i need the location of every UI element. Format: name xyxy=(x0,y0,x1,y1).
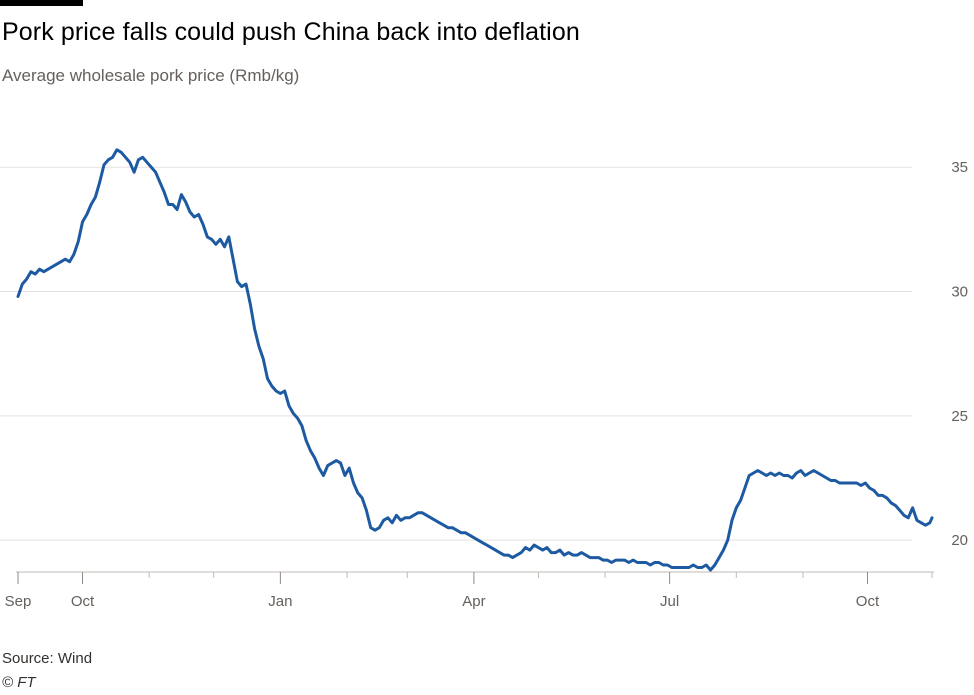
line-chart: 20 25 30 35 Sep Oct Jan Apr Jul Oct xyxy=(0,148,968,610)
x-tick-label: Jan xyxy=(268,593,292,610)
copyright-note: © FT xyxy=(2,674,36,691)
x-tick-label: Oct xyxy=(856,593,880,610)
y-tick-label: 20 xyxy=(951,532,968,549)
y-tick-label: 30 xyxy=(951,284,968,301)
chart-subtitle: Average wholesale pork price (Rmb/kg) xyxy=(2,66,300,85)
x-tick-label: Sep xyxy=(5,593,32,610)
brand-bar xyxy=(0,0,83,6)
y-tick-label: 25 xyxy=(951,408,968,425)
series-line-0 xyxy=(16,148,934,572)
source-note: Source: Wind xyxy=(2,650,93,667)
y-tick-label: 35 xyxy=(951,159,968,176)
x-tick-label: Apr xyxy=(462,593,485,610)
x-tick-label: Oct xyxy=(71,593,95,610)
chart-title: Pork price falls could push China back i… xyxy=(2,18,580,46)
x-tick-label: Jul xyxy=(660,593,679,610)
